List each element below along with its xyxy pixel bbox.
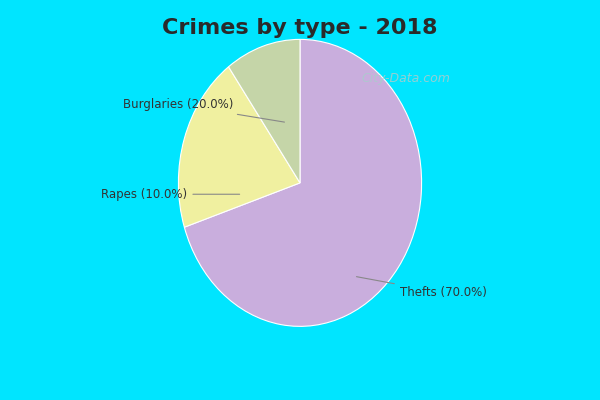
Text: City-Data.com: City-Data.com [362,72,451,85]
Wedge shape [184,39,422,326]
Text: Burglaries (20.0%): Burglaries (20.0%) [123,98,284,122]
Text: Thefts (70.0%): Thefts (70.0%) [356,277,487,299]
Text: Crimes by type - 2018: Crimes by type - 2018 [162,18,438,38]
Wedge shape [178,67,300,227]
Text: Rapes (10.0%): Rapes (10.0%) [101,188,239,201]
Wedge shape [229,39,300,183]
